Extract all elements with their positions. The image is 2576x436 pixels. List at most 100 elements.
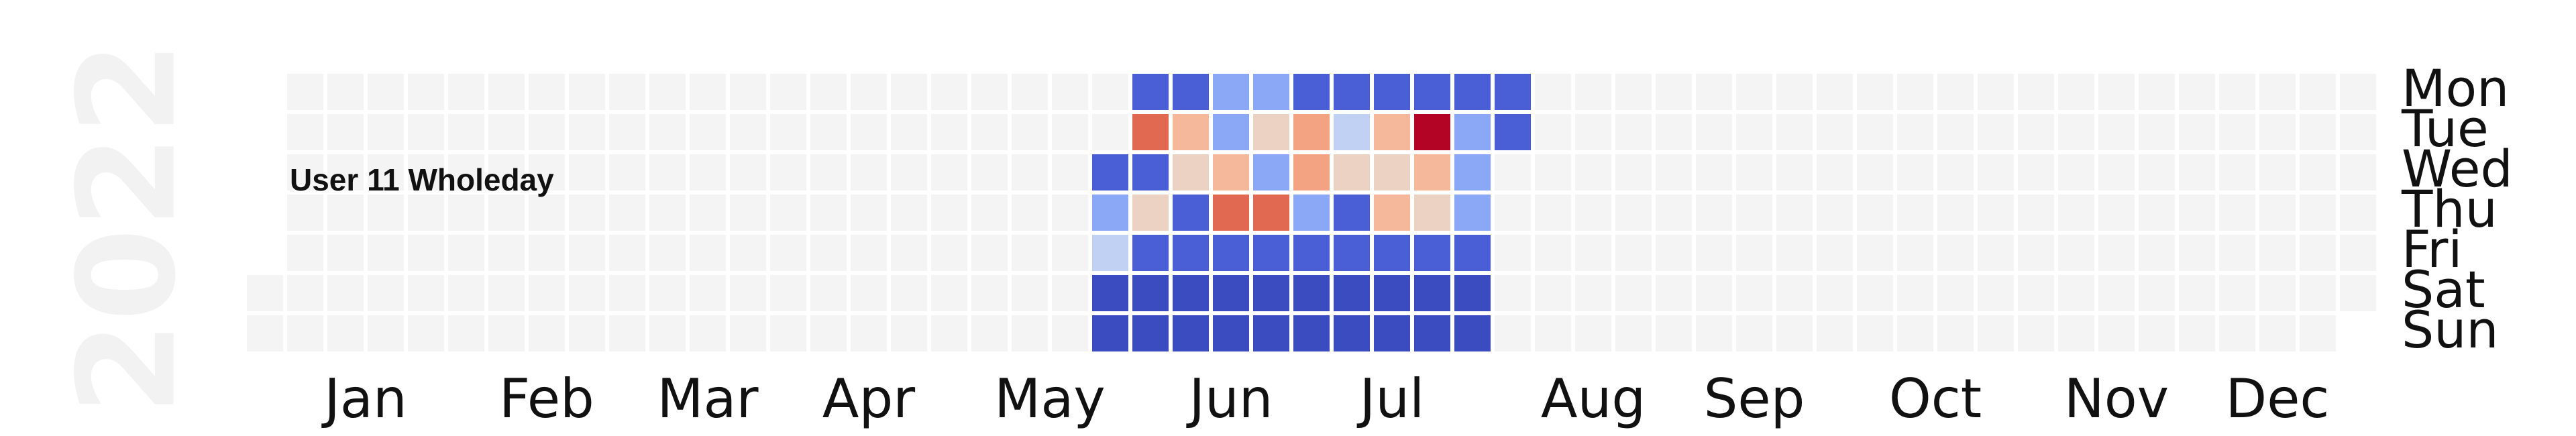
- heatmap-cell-active: [1334, 154, 1370, 190]
- heatmap-cell: [2098, 235, 2135, 271]
- heatmap-cell-active: [1132, 114, 1169, 150]
- heatmap-cell: [971, 74, 1008, 110]
- heatmap-cell: [1575, 195, 1611, 231]
- heatmap-cell-active: [1454, 315, 1491, 351]
- heatmap-cell: [891, 235, 927, 271]
- heatmap-cell: [1615, 154, 1652, 190]
- heatmap-cell: [408, 275, 444, 311]
- heatmap-cell: [2179, 114, 2215, 150]
- heatmap-cell: [1776, 154, 1813, 190]
- heatmap-cell: [287, 315, 323, 351]
- heatmap-cell: [1897, 315, 1933, 351]
- heatmap-cell: [810, 114, 847, 150]
- heatmap-cell: [2058, 275, 2094, 311]
- heatmap-cell-active: [1213, 154, 1249, 190]
- heatmap-cell: [1776, 74, 1813, 110]
- heatmap-cell-active: [1293, 154, 1330, 190]
- heatmap-cell: [690, 315, 726, 351]
- heatmap-cell-active: [1334, 315, 1370, 351]
- heatmap-cell: [2219, 275, 2255, 311]
- day-label: Fri: [2402, 219, 2463, 279]
- heatmap-cell: [1817, 74, 1853, 110]
- heatmap-cell: [448, 195, 484, 231]
- heatmap-cell: [2018, 235, 2054, 271]
- heatmap-cell: [891, 275, 927, 311]
- heatmap-cell: [971, 154, 1008, 190]
- heatmap-cell-active: [1213, 235, 1249, 271]
- heatmap-cell: [1776, 235, 1813, 271]
- month-label: Jun: [1186, 368, 1273, 430]
- heatmap-cell: [327, 154, 364, 190]
- heatmap-cell: [2098, 315, 2135, 351]
- heatmap-cell-active: [1173, 114, 1209, 150]
- heatmap-cell: [2058, 195, 2094, 231]
- heatmap-cell-active: [1092, 315, 1128, 351]
- heatmap-cell: [649, 235, 686, 271]
- heatmap-cell: [1615, 275, 1652, 311]
- heatmap-cell: [931, 154, 967, 190]
- heatmap-cell-active: [1334, 114, 1370, 150]
- heatmap-cell-active: [1253, 275, 1289, 311]
- heatmap-cell: [1092, 114, 1128, 150]
- heatmap-cell-active: [1334, 235, 1370, 271]
- heatmap-cell: [448, 154, 484, 190]
- heatmap-cell: [971, 315, 1008, 351]
- heatmap-cell: [2300, 235, 2336, 271]
- heatmap-cell: [2018, 275, 2054, 311]
- heatmap-cell: [569, 154, 605, 190]
- heatmap-cell: [1495, 195, 1531, 231]
- heatmap-cell: [1696, 114, 1732, 150]
- heatmap-cell-active: [1454, 154, 1491, 190]
- heatmap-cell-active: [1132, 195, 1169, 231]
- heatmap-cell: [1817, 114, 1853, 150]
- heatmap-cell: [971, 114, 1008, 150]
- heatmap-cell-active: [1374, 154, 1410, 190]
- heatmap-cell-active: [1213, 315, 1249, 351]
- heatmap-cell: [2058, 114, 2094, 150]
- heatmap-cell: [1736, 74, 1772, 110]
- heatmap-cell-active: [1173, 235, 1209, 271]
- heatmap-cell: [1937, 114, 1974, 150]
- heatmap-cell: [368, 275, 404, 311]
- heatmap-cell: [327, 114, 364, 150]
- heatmap-cell-active: [1173, 74, 1209, 110]
- heatmap-cell: [2259, 235, 2296, 271]
- heatmap-cell: [1776, 114, 1813, 150]
- heatmap-cell-active: [1414, 315, 1450, 351]
- heatmap-cell: [2139, 195, 2175, 231]
- heatmap-cell: [1656, 195, 1692, 231]
- heatmap-cell: [609, 74, 645, 110]
- heatmap-cell-active: [1414, 114, 1450, 150]
- heatmap-cell: [851, 154, 887, 190]
- heatmap-cell: [1817, 275, 1853, 311]
- heatmap-cell: [1937, 154, 1974, 190]
- heatmap-cell: [1012, 275, 1048, 311]
- day-label: Sat: [2402, 260, 2485, 319]
- heatmap-cell: [851, 315, 887, 351]
- heatmap-cell: [2098, 114, 2135, 150]
- heatmap-cell-active: [1253, 74, 1289, 110]
- heatmap-cell: [690, 74, 726, 110]
- heatmap-cell-active: [1374, 235, 1410, 271]
- heatmap-cell: [1897, 154, 1933, 190]
- heatmap-cells: [247, 74, 2376, 351]
- heatmap-cell: [529, 275, 565, 311]
- heatmap-cell: [569, 114, 605, 150]
- heatmap-cell-active: [1414, 195, 1450, 231]
- heatmap-cell: [1937, 275, 1974, 311]
- heatmap-cell: [1012, 154, 1048, 190]
- heatmap-cell: [1052, 235, 1088, 271]
- heatmap-cell-active: [1092, 275, 1128, 311]
- month-labels: Jan Feb Mar Apr May Jun Jul Aug Sep Oct Nov Dec: [321, 368, 2329, 430]
- heatmap-cell: [1012, 74, 1048, 110]
- heatmap-cell: [529, 154, 565, 190]
- heatmap-cell: [1776, 195, 1813, 231]
- heatmap-cell: [2300, 154, 2336, 190]
- heatmap-cell: [1736, 195, 1772, 231]
- heatmap-cell: [2300, 114, 2336, 150]
- heatmap-cell: [2018, 315, 2054, 351]
- heatmap-cell: [1535, 195, 1571, 231]
- heatmap-cell-active: [1374, 74, 1410, 110]
- heatmap-cell: [1817, 154, 1853, 190]
- heatmap-cell: [1817, 315, 1853, 351]
